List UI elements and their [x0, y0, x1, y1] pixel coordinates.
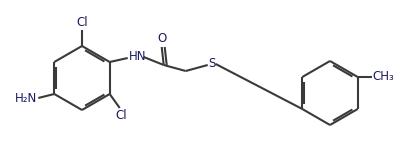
Text: S: S — [208, 58, 215, 71]
Text: HN: HN — [128, 51, 146, 64]
Text: O: O — [157, 32, 166, 45]
Text: Cl: Cl — [76, 16, 87, 29]
Text: H₂N: H₂N — [15, 91, 37, 104]
Text: CH₃: CH₃ — [372, 71, 394, 84]
Text: Cl: Cl — [115, 109, 126, 122]
